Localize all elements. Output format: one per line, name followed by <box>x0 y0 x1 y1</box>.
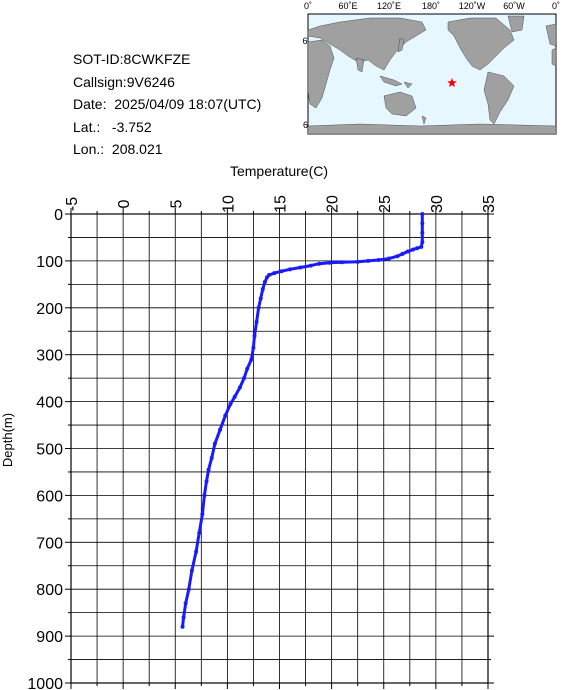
chart-ticks <box>65 208 494 689</box>
y-tick-label: 600 <box>36 488 63 505</box>
temperature-profile-point <box>376 257 381 262</box>
temperature-profile-point <box>183 601 188 606</box>
temperature-profile-point <box>206 467 211 472</box>
temperature-profile-point <box>410 247 415 252</box>
y-tick-label: 800 <box>36 582 63 599</box>
y-tick-label: 400 <box>36 395 63 412</box>
float-location-star-icon <box>447 78 457 87</box>
x-axis-label: Temperature(C) <box>230 163 328 179</box>
temperature-profile-point <box>317 261 322 266</box>
temperature-profile-point <box>366 258 371 263</box>
temperature-profile-point <box>258 296 263 301</box>
temperature-profile-point <box>260 287 265 292</box>
temperature-profile-point <box>262 280 267 285</box>
temperature-profile-point <box>212 441 217 446</box>
temperature-profile-point <box>209 455 214 460</box>
y-tick-label: 100 <box>36 254 63 271</box>
temperature-profile-point <box>180 624 185 629</box>
y-tick-label: 700 <box>36 535 63 552</box>
x-tick-label: 20 <box>325 195 342 213</box>
x-tick-label: 15 <box>273 195 290 213</box>
temperature-profile-point <box>194 549 199 554</box>
map-lon-label-180: 180˚ <box>422 1 440 11</box>
temperature-profile-point <box>254 319 259 324</box>
map-land <box>307 15 557 135</box>
temperature-profile-point <box>249 357 254 362</box>
sot-id-label: SOT-ID:8CWKFZE <box>73 51 191 67</box>
y-tick-label: 0 <box>54 207 63 224</box>
temperature-profile-point <box>204 479 209 484</box>
y-axis-label: Depth(m) <box>0 413 15 467</box>
temperature-profile-point <box>279 269 284 274</box>
temperature-profile-point <box>256 305 261 310</box>
y-tick-label: 1000 <box>27 676 63 690</box>
latitude-label: Lat.: -3.752 <box>73 118 152 135</box>
temperature-profile-point <box>223 413 228 418</box>
x-tick-label: 35 <box>481 195 498 213</box>
temperature-profile-point <box>181 615 186 620</box>
temperature-profile-point <box>340 260 345 265</box>
map-lon-label-60e: 60˚E <box>338 1 357 11</box>
map-lon-label-0: 0˚ <box>304 1 312 11</box>
float-info-block: SOT-ID:8CWKFZE Callsign:9V6246 Date: 202… <box>73 48 261 161</box>
x-tick-label: 30 <box>429 195 446 213</box>
temperature-profile-line <box>181 214 424 627</box>
x-tick-labels: -5 0 5 10 15 20 25 30 35 <box>64 195 498 213</box>
y-tick-label: 200 <box>36 301 63 318</box>
temperature-profile-point <box>400 251 405 256</box>
series-layer <box>180 212 425 629</box>
temperature-profile-point <box>200 512 205 517</box>
temperature-profile-point <box>415 246 420 251</box>
callsign-label: Callsign:9V6246 <box>73 73 175 90</box>
temperature-profile-point <box>386 256 391 261</box>
x-tick-label: -5 <box>64 197 81 211</box>
temperature-profile-point <box>237 385 242 390</box>
y-tick-label: 300 <box>36 348 63 365</box>
temperature-profile-point <box>355 259 360 264</box>
y-tick-label: 500 <box>36 442 63 459</box>
temperature-profile-point <box>232 394 237 399</box>
temperature-profile-point <box>420 230 425 235</box>
map-ocean <box>307 13 557 135</box>
temperature-profile-point <box>308 263 313 268</box>
temperature-profile-point <box>420 212 425 216</box>
temperature-profile-point <box>287 267 292 272</box>
temperature-profile-point <box>189 568 194 573</box>
temperature-profile-point <box>298 265 303 270</box>
temperature-profile-point <box>186 587 191 592</box>
temperature-profile-point <box>218 427 223 432</box>
x-tick-label: 25 <box>377 195 394 213</box>
temperature-profile-point <box>405 249 410 254</box>
temperature-profile-point <box>242 376 247 381</box>
longitude-label: Lon.: 208.021 <box>73 141 163 157</box>
date-label: Date: 2025/04/09 18:07(UTC) <box>73 96 262 112</box>
temperature-profile-point <box>202 493 207 498</box>
temperature-profile-point <box>327 260 332 265</box>
world-map: 0˚ 60˚E 120˚E 180˚ 120˚W 60˚W 0˚ 60˚N 0˚… <box>292 1 560 135</box>
x-tick-label: 10 <box>220 195 237 213</box>
temperature-profile-point <box>245 366 250 371</box>
temperature-profile-point <box>420 221 425 226</box>
temperature-profile-point <box>272 271 277 276</box>
temperature-profile-point <box>197 530 202 535</box>
map-lon-label-120w: 120˚W <box>459 1 486 11</box>
temperature-profile-point <box>228 401 233 406</box>
temperature-profile-point <box>419 244 424 249</box>
temperature-profile-point <box>252 333 257 338</box>
y-tick-labels: 0 100 200 300 400 500 600 700 800 900 1000 <box>27 207 63 690</box>
map-lon-label-0-right: 0˚ <box>552 1 560 11</box>
y-tick-label: 900 <box>36 629 63 646</box>
map-lon-label-60w: 60˚W <box>503 1 525 11</box>
x-tick-label: 0 <box>116 199 133 208</box>
temperature-profile-point <box>251 345 256 350</box>
x-tick-label: 5 <box>168 199 185 208</box>
chart-grid <box>70 213 489 684</box>
location-map: 0˚ 60˚E 120˚E 180˚ 120˚W 60˚W 0˚ 60˚N 0˚… <box>292 0 564 140</box>
temperature-profile-point <box>264 275 269 280</box>
map-lon-label-120e: 120˚E <box>377 1 401 11</box>
temperature-profile-point <box>395 254 400 259</box>
temperature-profile-point <box>420 240 425 245</box>
